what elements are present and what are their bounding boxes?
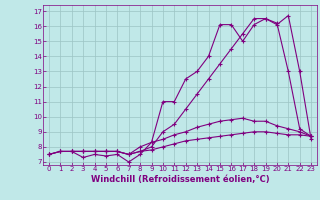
X-axis label: Windchill (Refroidissement éolien,°C): Windchill (Refroidissement éolien,°C) — [91, 175, 269, 184]
